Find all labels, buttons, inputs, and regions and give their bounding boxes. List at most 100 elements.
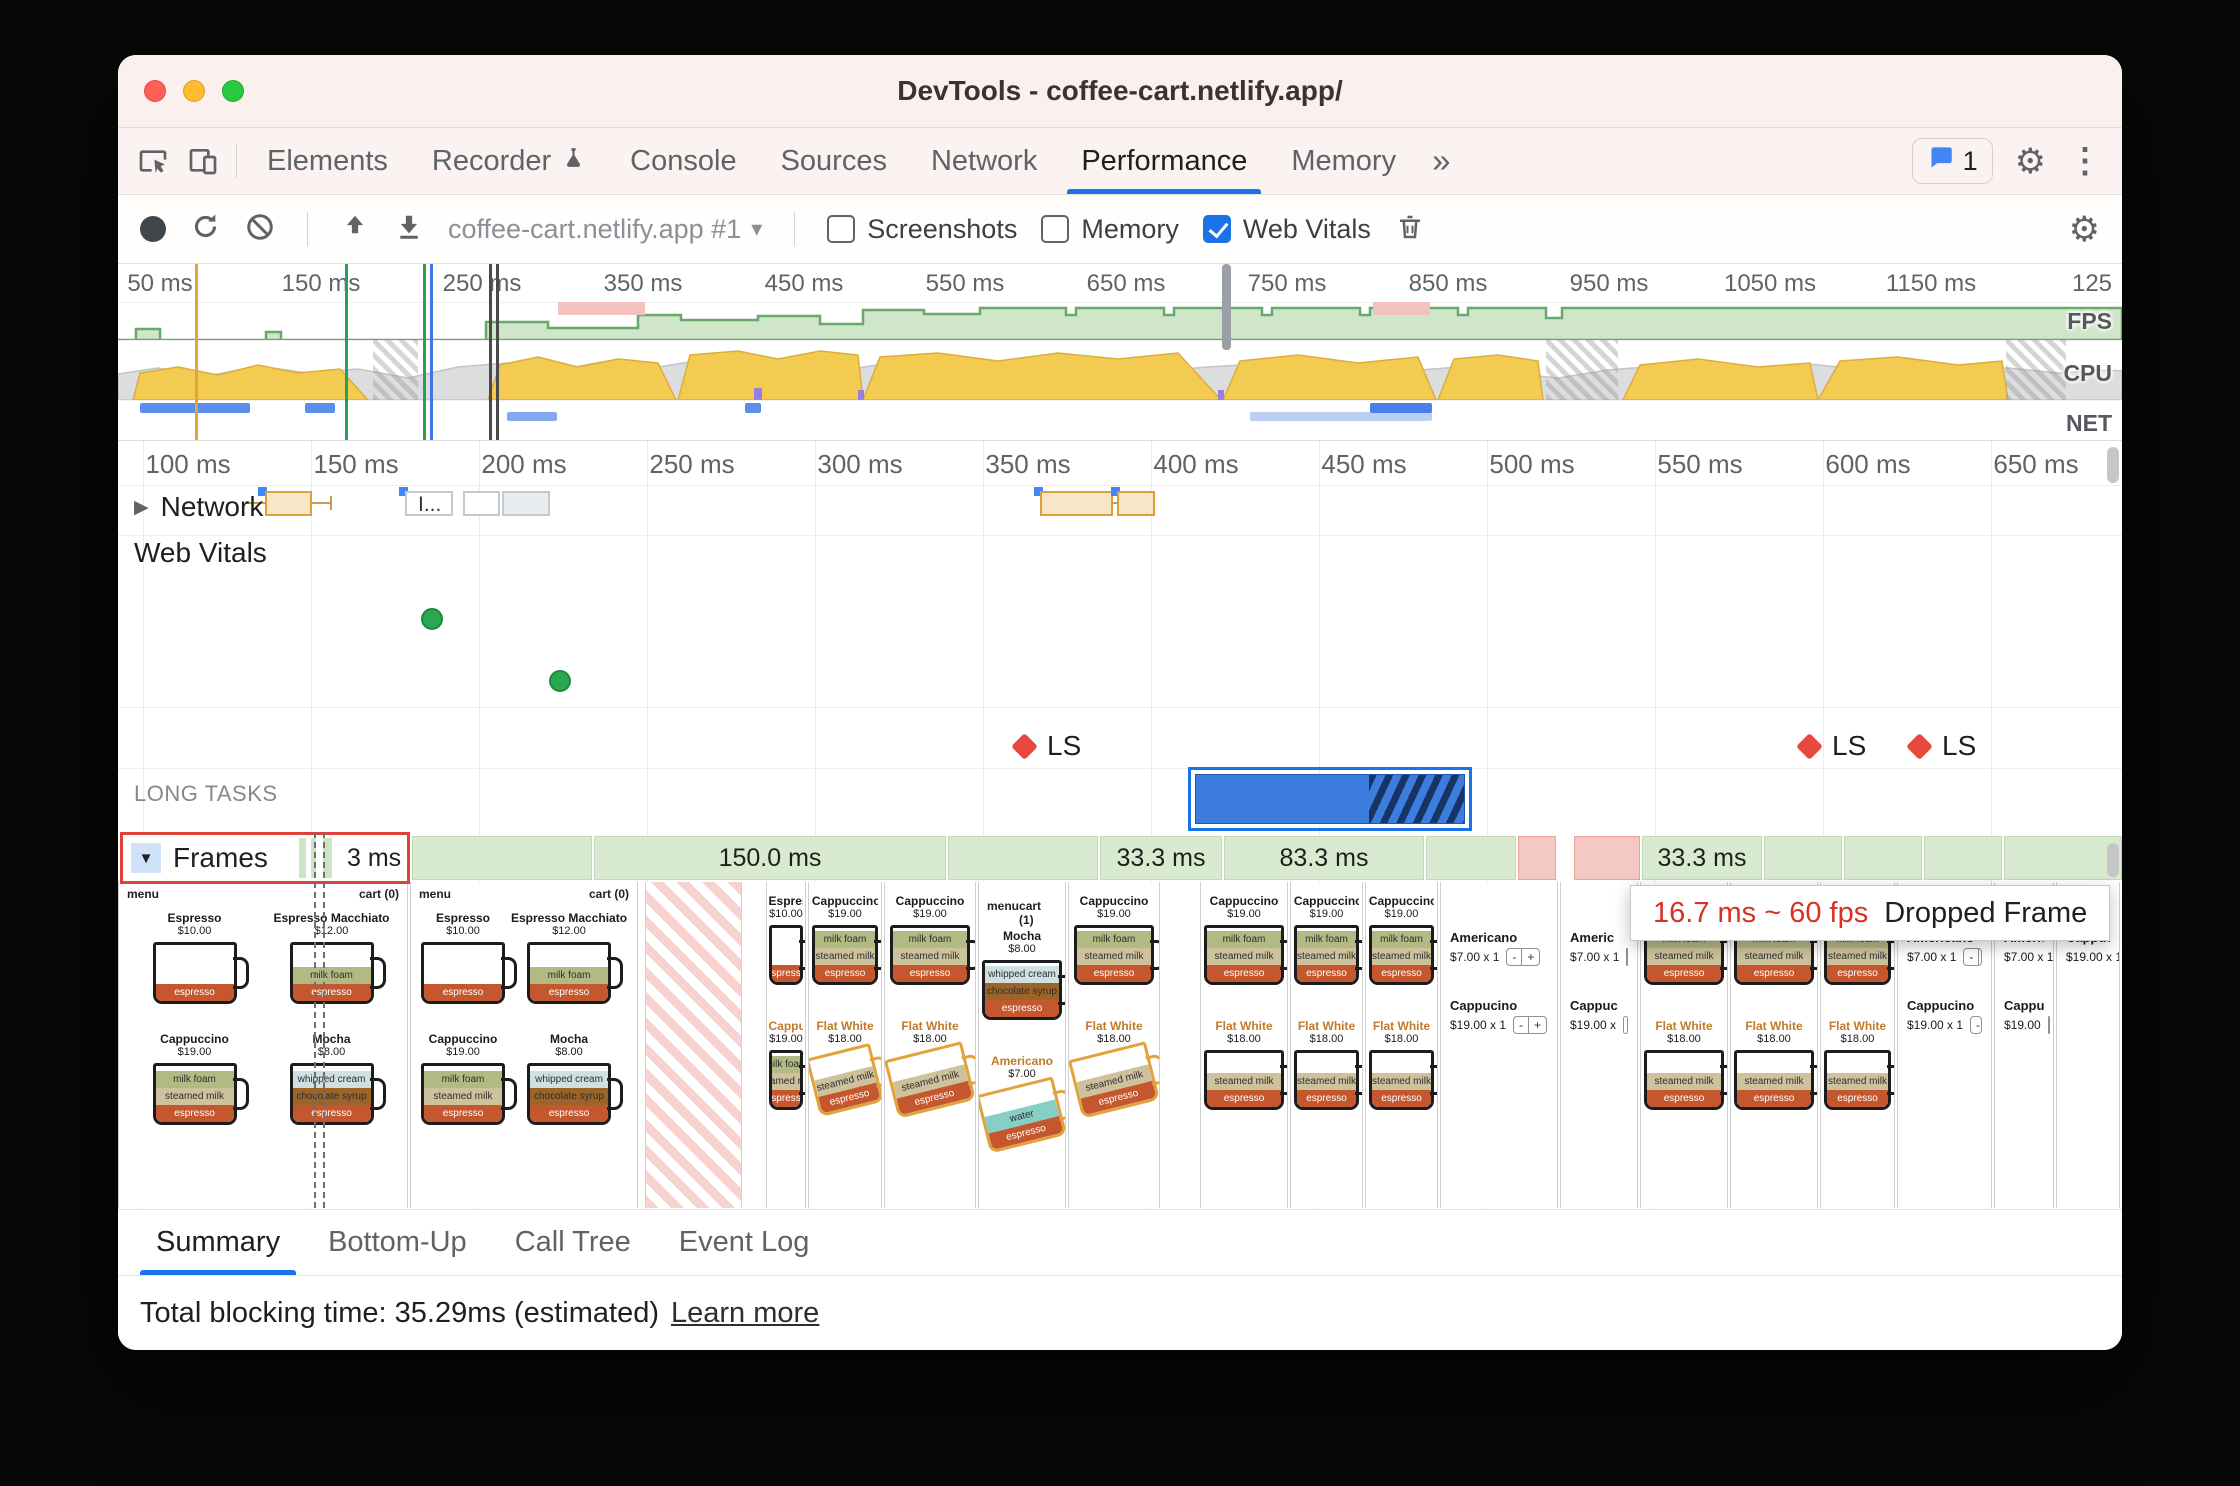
web-vital-marker[interactable] [549,670,571,692]
frame-duration-segment[interactable]: 83.3 ms [1224,836,1424,880]
quantity-stepper[interactable]: -+ [1970,1016,1982,1034]
filmstrip-frame[interactable]: Americano $7.00 x 1-+ Cappucino $19.00 x 1-… [1440,882,1558,1208]
filmstrip-frame[interactable]: menu cart (1) Mocha $8.00 whipped cream choco… [978,882,1066,1208]
frame-duration-segment[interactable] [948,836,1098,880]
network-request[interactable] [405,491,453,516]
vertical-scrollbar-thumb[interactable] [2107,447,2119,483]
frame-duration-segment[interactable] [1844,836,1922,880]
filmstrip-frame[interactable]: Espresso$10.00 espresso Cappuccino$19.00 mi… [766,882,806,1208]
quantity-stepper[interactable]: -+ [1963,948,1982,966]
issues-badge[interactable]: 1 [1911,138,1993,184]
overview-ruler-label: 550 ms [925,270,1005,297]
trash-icon[interactable] [1395,212,1425,247]
product-name: Cappuccino [1293,894,1360,908]
frame-duration-segment[interactable] [1518,836,1556,880]
issues-count: 1 [1962,145,1978,176]
minimize-window-button[interactable] [183,80,205,102]
tab-recorder[interactable]: Recorder [410,128,608,194]
request-start-marker[interactable] [1034,487,1043,496]
frame-duration-segment[interactable] [1574,836,1640,880]
frame-duration-segment[interactable] [412,836,592,880]
screenshots-checkbox[interactable]: Screenshots [827,214,1017,245]
save-profile-icon[interactable] [394,212,424,247]
request-whisker[interactable] [312,502,330,504]
device-toolbar-icon[interactable] [178,128,228,194]
tab-call-tree[interactable]: Call Tree [514,1226,631,1258]
filmstrip-frame[interactable]: Americ $7.00 x 1-+ Cappuc $19.00 x-+ [1560,882,1638,1208]
vertical-scrollbar-thumb[interactable] [2107,843,2119,877]
frame-duration-segment[interactable] [2004,836,2122,880]
network-request[interactable] [265,491,312,516]
zoom-window-button[interactable] [222,80,244,102]
quantity-stepper[interactable]: -+ [1513,1016,1548,1034]
tab-memory[interactable]: Memory [1291,144,1397,177]
request-start-marker[interactable] [258,487,267,496]
network-request[interactable] [1040,491,1113,516]
long-task-bar[interactable] [1188,767,1472,831]
tab-elements[interactable]: Elements [267,144,388,177]
capture-settings-gear-icon[interactable]: ⚙ [2068,209,2100,249]
network-request[interactable] [1117,491,1155,516]
quantity-stepper[interactable]: -+ [1623,1016,1628,1034]
web-vital-marker[interactable] [421,608,443,630]
network-request[interactable] [502,491,550,516]
timeline-overview[interactable]: 50 ms 150 ms 250 ms 350 ms 450 ms 550 ms 650 m… [118,264,2122,441]
learn-more-link[interactable]: Learn more [671,1297,820,1329]
request-start-marker[interactable] [1111,487,1120,496]
frame-duration-segment[interactable] [1924,836,2002,880]
cart-item: Americano $7.00 x 1-+ [1441,930,1557,966]
frame-duration-segment[interactable]: 33.3 ms [1642,836,1762,880]
product-card: Espresso$10.00 espresso [768,894,805,985]
tab-sources[interactable]: Sources [780,144,887,177]
more-tabs-chevron[interactable]: » [1432,142,1451,179]
timeline-ruler-label: 400 ms [1153,449,1239,479]
clear-recording-icon[interactable] [245,212,275,247]
frames-track-header[interactable]: ▼ Frames 3 ms [120,832,410,884]
frame-duration-segment[interactable]: 33.3 ms [1100,836,1222,880]
network-track-toggle[interactable]: ▶ Network [134,491,264,522]
request-start-marker[interactable] [399,487,408,496]
request-whisker-cap[interactable] [330,496,332,510]
frames-disclosure-box[interactable]: ▼ [131,843,161,873]
profile-select[interactable]: coffee-cart.netlify.app #1 ▾ [448,213,763,244]
settings-gear-icon[interactable]: ⚙ [2014,141,2046,181]
filmstrip-frame[interactable] [645,882,742,1208]
memory-checkbox[interactable]: Memory [1041,214,1179,245]
quantity-stepper[interactable]: -+ [1506,948,1541,966]
frame-duration-segment[interactable] [1764,836,1842,880]
coffee-cup-graphic: steamed milk espresso [1734,1050,1817,1110]
tab-summary[interactable]: Summary [132,1210,304,1275]
close-window-button[interactable] [144,80,166,102]
overview-drag-handle[interactable] [1222,264,1231,350]
product-card: Flat White $18.00 steamed milk espresso [1368,1019,1437,1110]
tab-event-log[interactable]: Event Log [678,1226,810,1258]
frame-duration-segment[interactable] [1426,836,1516,880]
frame-duration-segment[interactable]: 150.0 ms [594,836,946,880]
product-name: Mocha [312,1032,351,1046]
web-vitals-checkbox[interactable]: Web Vitals [1202,214,1371,245]
tab-bottom-up[interactable]: Bottom-Up [328,1226,467,1258]
tab-performance[interactable]: Performance [1059,128,1269,194]
request-whisker[interactable] [246,502,266,504]
product-card: Flat White $18.00 steamed milk espresso [1644,1019,1727,1110]
inspect-element-icon[interactable] [128,128,178,194]
record-button[interactable] [140,216,166,242]
network-request[interactable] [463,491,500,516]
tab-network[interactable]: Network [930,144,1038,177]
tab-console[interactable]: Console [630,144,737,177]
load-profile-icon[interactable] [340,212,370,247]
filmstrip-frame[interactable]: menu cart (0) Espresso $10.00 espresso Espres… [410,882,638,1208]
filmstrip-frame[interactable]: menu cart (0) Espresso $10.00 espresso Espres… [118,882,408,1208]
cart-item-name: Americano [1450,930,1518,945]
quantity-stepper[interactable]: -+ [1626,948,1629,966]
kebab-menu-icon[interactable]: ⋮ [2068,142,2102,180]
reload-and-record-icon[interactable] [190,211,221,247]
quantity-stepper[interactable]: -+ [2047,1016,2050,1034]
